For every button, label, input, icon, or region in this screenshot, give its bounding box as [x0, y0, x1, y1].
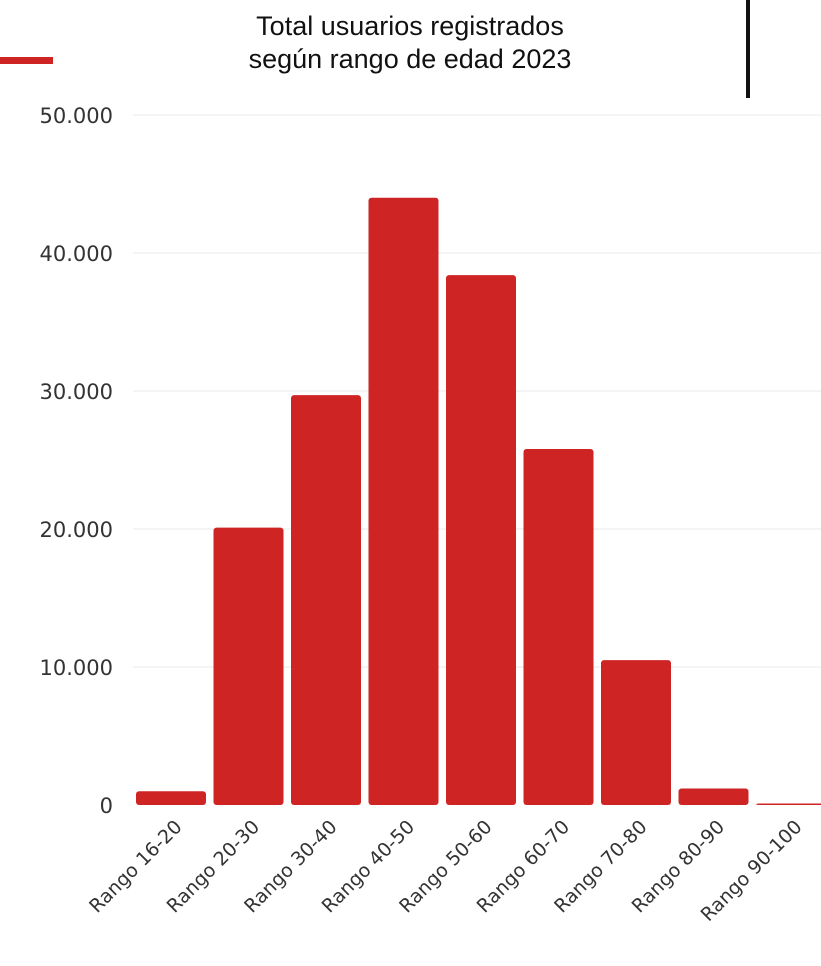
bar [523, 448, 594, 805]
bar [136, 791, 206, 805]
bar [291, 395, 361, 805]
y-tick-label: 20.000 [40, 518, 113, 542]
bar [678, 788, 749, 805]
bar [601, 660, 671, 805]
chart-title-line-1: Total usuarios registrados [256, 11, 564, 41]
y-tick-label: 40.000 [40, 242, 113, 266]
bar [368, 197, 439, 806]
y-tick-label: 50.000 [40, 104, 113, 128]
chart-title-line-2: según rango de edad 2023 [248, 44, 572, 74]
y-axis-tick-labels: 0 10.000 20.000 30.000 40.000 50.000 [40, 104, 113, 818]
red-accent-bar [0, 57, 53, 64]
bar [446, 275, 516, 806]
chart-title: Total usuarios registrados según rango d… [150, 10, 670, 76]
bars [136, 197, 821, 806]
bar [213, 527, 284, 805]
divider-line [746, 0, 750, 98]
y-tick-label: 30.000 [40, 380, 113, 404]
bar [756, 803, 821, 805]
y-tick-label: 10.000 [40, 656, 113, 680]
y-tick-label: 0 [100, 794, 113, 818]
